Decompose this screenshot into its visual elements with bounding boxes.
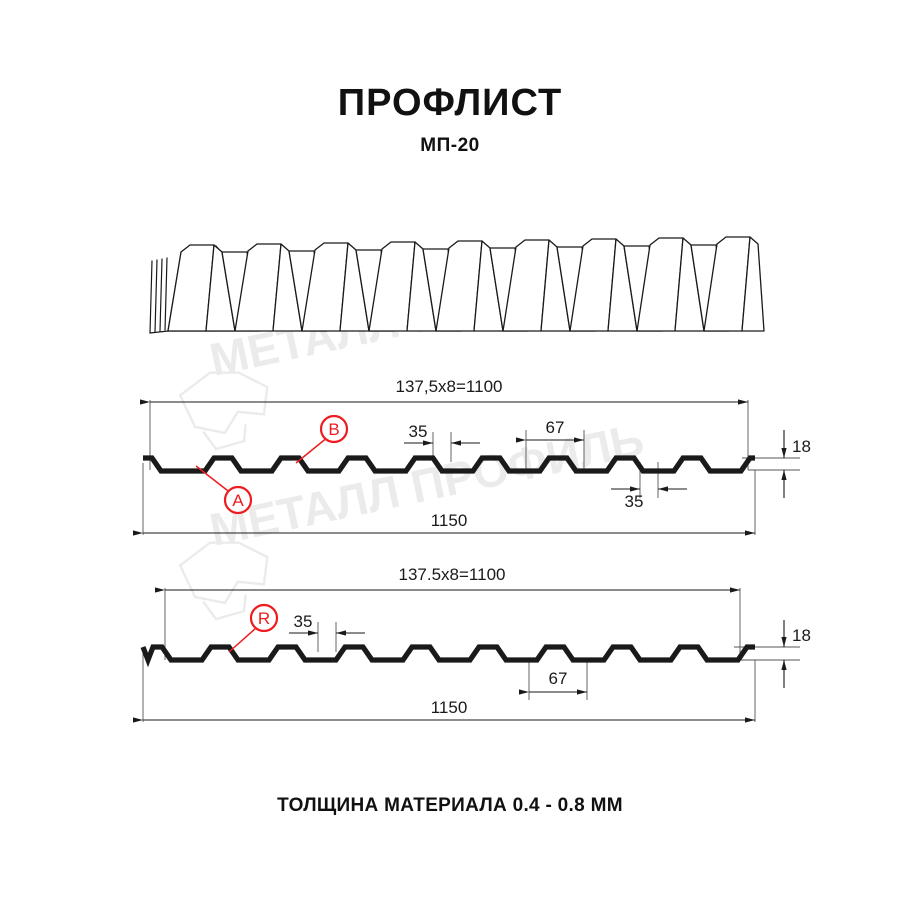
callout-a: A [195, 465, 253, 515]
page-subtitle: МП-20 [420, 135, 480, 156]
dimension-label-total-width: 1150 [431, 698, 468, 717]
callout-label-b: B [328, 420, 339, 439]
profile-outline-r [140, 644, 755, 668]
dimension-label-overall-pitch: 137.5x8=1100 [399, 565, 506, 584]
dimension-rib-top-35: 35 [404, 422, 480, 446]
dimension-label-35: 35 [294, 612, 313, 631]
dimension-height-18: 18 [781, 620, 811, 688]
material-thickness-note: ТОЛЩИНА МАТЕРИАЛА 0.4 - 0.8 ММ [277, 795, 623, 816]
dimension-valley-67: 67 [516, 418, 584, 443]
cross-section-a: 137,5x8=1100 1150 35 67 35 [133, 377, 811, 536]
page-title: ПРОФЛИСТ [337, 82, 563, 124]
dimension-valley-67: 67 [519, 669, 587, 695]
callout-label-a: A [232, 491, 244, 510]
cross-section-r: 137.5x8=1100 1150 35 67 18 [133, 565, 811, 723]
dimension-rib-bottom-35: 35 [611, 486, 687, 511]
callout-r: R [228, 603, 279, 653]
dimension-label-18: 18 [792, 626, 811, 645]
dimension-label-total-width: 1150 [431, 511, 468, 530]
dimension-label-35-top: 35 [409, 422, 428, 441]
dimension-top-overall: 137,5x8=1100 [140, 377, 748, 405]
dimension-bottom-overall: 1150 [133, 511, 755, 536]
dimension-bottom-overall: 1150 [133, 698, 755, 723]
dimension-top-overall: 137.5x8=1100 [155, 565, 740, 593]
dimension-label-67: 67 [549, 669, 568, 688]
dimension-label-67: 67 [546, 418, 565, 437]
watermark-logo [178, 541, 269, 621]
dimension-rib-top-35: 35 [289, 612, 365, 636]
watermark-logo [178, 371, 269, 451]
dimension-label-overall-pitch: 137,5x8=1100 [396, 377, 503, 396]
profile-outline-a [143, 455, 755, 474]
dimension-label-18: 18 [792, 437, 811, 456]
callout-b: B [295, 414, 349, 464]
dimension-height-18: 18 [781, 430, 811, 498]
profile-3d-view [149, 236, 765, 334]
callout-label-r: R [258, 609, 270, 628]
dimension-label-35-bottom: 35 [625, 492, 644, 511]
